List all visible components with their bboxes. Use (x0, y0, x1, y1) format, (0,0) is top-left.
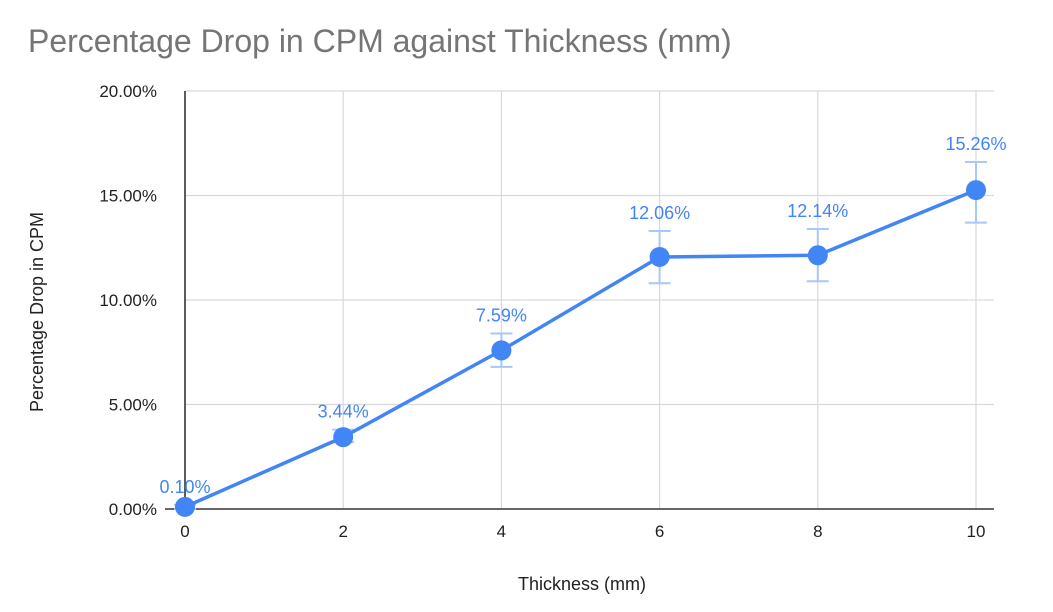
data-point-0 (175, 496, 195, 517)
data-point-4 (807, 245, 828, 266)
data-point-2 (491, 340, 512, 361)
x-tick-label-5: 10 (967, 522, 986, 541)
y-tick-label-3: 15.00% (99, 187, 157, 206)
data-label-4: 12.14% (787, 201, 848, 221)
y-tick-label-1: 5.00% (109, 396, 157, 415)
data-labels: 0.10% 3.44% 7.59% 12.06% 12.14% 15.26% (159, 134, 1006, 497)
y-axis-title: Percentage Drop in CPM (27, 212, 47, 412)
tick-labels: 0.00% 5.00% 10.00% 15.00% 20.00% 0 2 4 6 8 10 (99, 82, 985, 541)
x-axis-title: Thickness (mm) (518, 574, 646, 594)
x-tick-label-0: 0 (180, 522, 189, 541)
series-line-0 (183, 188, 978, 509)
y-tick-label-0: 0.00% (109, 500, 157, 519)
axes (165, 91, 994, 510)
chart-title: Percentage Drop in CPM against Thickness… (28, 23, 732, 59)
data-label-0: 0.10% (159, 477, 210, 497)
x-tick-label-2: 4 (497, 522, 506, 541)
data-label-5: 15.26% (945, 134, 1006, 154)
x-tick-label-1: 2 (338, 522, 347, 541)
data-label-3: 12.06% (629, 203, 690, 223)
grid-lines (185, 90, 994, 509)
data-points (175, 180, 986, 517)
x-tick-label-3: 6 (655, 522, 664, 541)
y-tick-label-2: 10.00% (99, 291, 157, 310)
data-point-5 (966, 180, 986, 201)
x-tick-label-4: 8 (813, 522, 822, 541)
data-label-2: 7.59% (476, 305, 527, 325)
data-label-1: 3.44% (318, 402, 369, 422)
data-point-1 (333, 427, 354, 448)
data-point-3 (649, 246, 670, 267)
y-tick-label-4: 20.00% (99, 82, 157, 101)
series-line-layer (183, 188, 978, 509)
